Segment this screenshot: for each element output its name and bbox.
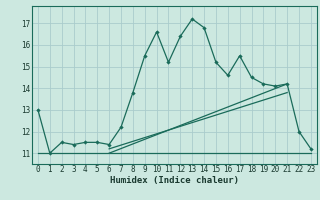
- X-axis label: Humidex (Indice chaleur): Humidex (Indice chaleur): [110, 176, 239, 185]
